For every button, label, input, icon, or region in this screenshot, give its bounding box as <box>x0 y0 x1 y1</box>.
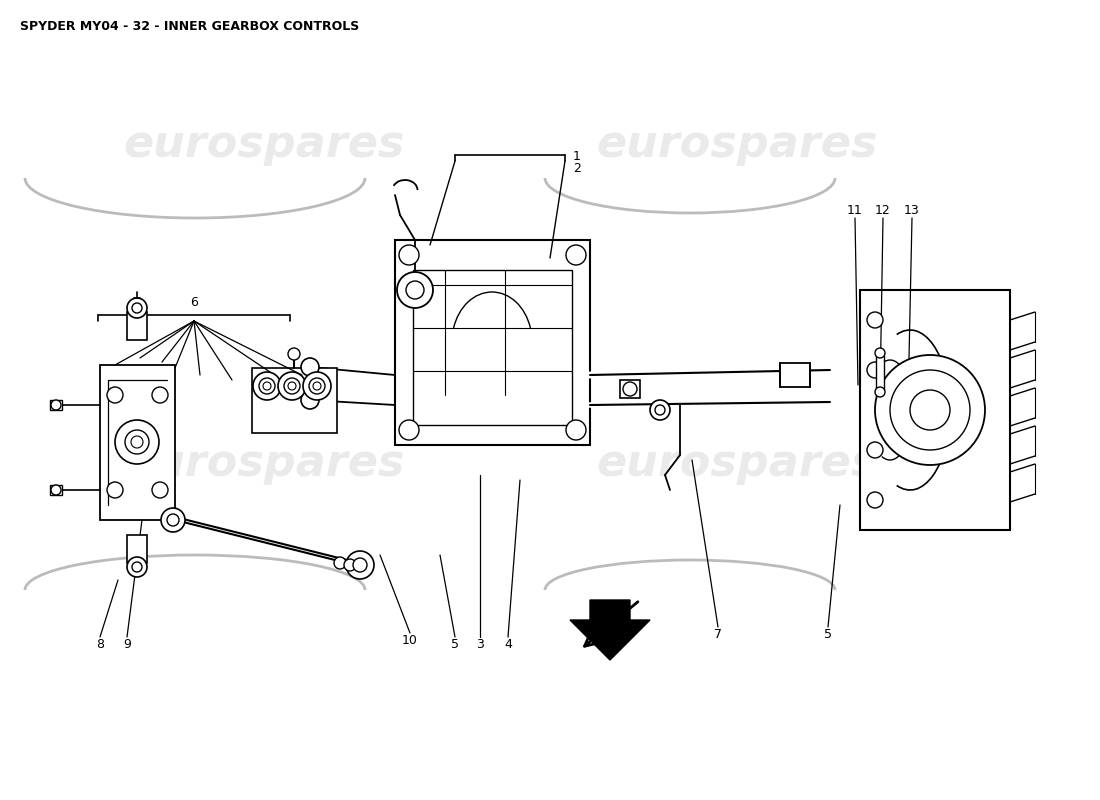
Circle shape <box>867 492 883 508</box>
Circle shape <box>867 312 883 328</box>
Text: 1: 1 <box>573 150 581 163</box>
Circle shape <box>301 391 319 409</box>
Text: 12: 12 <box>876 203 891 217</box>
Circle shape <box>874 355 984 465</box>
Circle shape <box>51 485 60 495</box>
Text: eurospares: eurospares <box>596 122 878 166</box>
Circle shape <box>301 358 319 376</box>
Text: 11: 11 <box>847 203 862 217</box>
Circle shape <box>152 387 168 403</box>
Circle shape <box>258 378 275 394</box>
Circle shape <box>397 272 433 308</box>
Text: SPYDER MY04 - 32 - INNER GEARBOX CONTROLS: SPYDER MY04 - 32 - INNER GEARBOX CONTROL… <box>20 20 360 33</box>
Text: 13: 13 <box>904 203 920 217</box>
Circle shape <box>132 303 142 313</box>
Circle shape <box>890 370 970 450</box>
Bar <box>412 270 572 425</box>
Circle shape <box>399 245 419 265</box>
Circle shape <box>346 551 374 579</box>
Text: 10: 10 <box>403 634 418 646</box>
Circle shape <box>132 562 142 572</box>
Circle shape <box>107 387 123 403</box>
Circle shape <box>623 382 637 396</box>
Circle shape <box>353 558 367 572</box>
Circle shape <box>334 557 346 569</box>
Bar <box>395 240 590 445</box>
Circle shape <box>263 382 271 390</box>
Text: 5: 5 <box>824 629 832 642</box>
Circle shape <box>284 378 300 394</box>
Polygon shape <box>570 600 650 660</box>
Bar <box>780 363 810 387</box>
Text: eurospares: eurospares <box>596 442 878 486</box>
Bar <box>50 400 62 410</box>
Text: 2: 2 <box>573 162 581 175</box>
Text: 7: 7 <box>714 629 722 642</box>
Text: eurospares: eurospares <box>123 442 405 486</box>
Circle shape <box>288 348 300 360</box>
Text: 6: 6 <box>190 297 198 310</box>
Circle shape <box>131 436 143 448</box>
Circle shape <box>867 442 883 458</box>
Circle shape <box>288 382 296 390</box>
Circle shape <box>302 372 331 400</box>
Circle shape <box>867 362 883 378</box>
Circle shape <box>125 430 148 454</box>
Bar <box>126 312 147 340</box>
Circle shape <box>654 405 666 415</box>
Circle shape <box>161 508 185 532</box>
Text: 9: 9 <box>123 638 131 651</box>
Circle shape <box>910 390 950 430</box>
Bar <box>620 380 640 398</box>
Circle shape <box>309 378 324 394</box>
Bar <box>252 368 337 433</box>
Text: 3: 3 <box>476 638 484 651</box>
Circle shape <box>167 514 179 526</box>
Bar <box>126 535 147 563</box>
Circle shape <box>566 420 586 440</box>
Circle shape <box>566 245 586 265</box>
Bar <box>876 355 884 390</box>
Text: eurospares: eurospares <box>123 122 405 166</box>
Circle shape <box>116 420 160 464</box>
Circle shape <box>874 348 886 358</box>
Text: 5: 5 <box>451 638 459 651</box>
Circle shape <box>107 482 123 498</box>
Circle shape <box>126 298 147 318</box>
Text: 4: 4 <box>504 638 512 651</box>
Circle shape <box>253 372 280 400</box>
Circle shape <box>650 400 670 420</box>
Circle shape <box>399 420 419 440</box>
Circle shape <box>344 559 356 571</box>
Bar <box>100 365 175 520</box>
Text: 8: 8 <box>96 638 104 651</box>
Circle shape <box>278 372 306 400</box>
Circle shape <box>314 382 321 390</box>
Circle shape <box>874 387 886 397</box>
Circle shape <box>51 400 60 410</box>
Bar <box>50 485 62 495</box>
Circle shape <box>152 482 168 498</box>
Circle shape <box>126 557 147 577</box>
Bar <box>860 290 1010 530</box>
Circle shape <box>406 281 424 299</box>
